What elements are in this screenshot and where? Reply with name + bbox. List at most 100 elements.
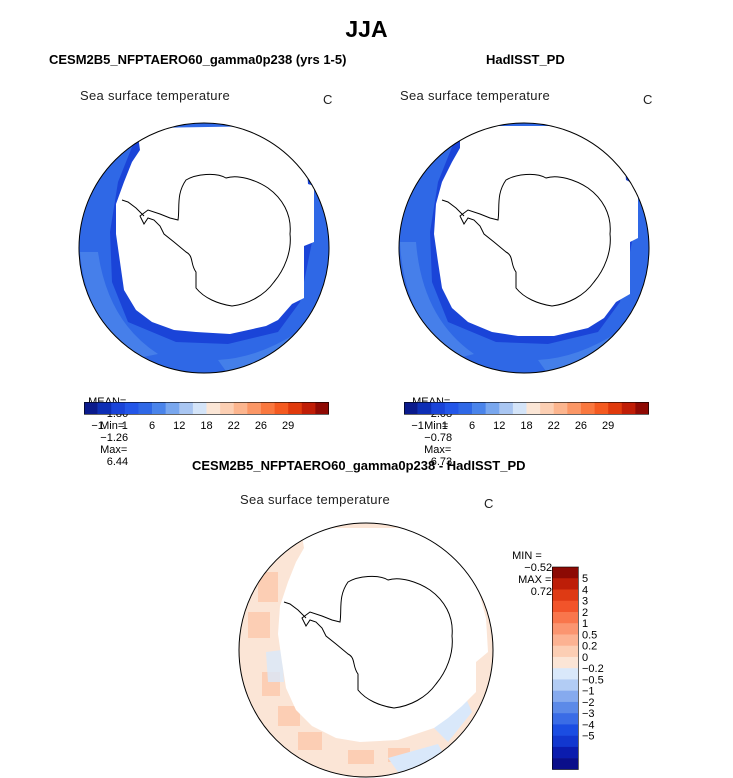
- panel-1-colorbar-tick-label: 6: [149, 420, 155, 432]
- panel-3-colorbar-bin: [552, 724, 578, 736]
- panel-2-colorbar-bin: [458, 402, 473, 414]
- panel-3-colorbar-frame: [552, 566, 579, 770]
- panel-2-colorbar-bin: [512, 402, 527, 414]
- panel-3-min-value: −0.52: [524, 562, 553, 574]
- panel-2-warm-band: [400, 242, 474, 358]
- panel-3-colorbar-tick-label: 1: [582, 618, 588, 630]
- panel-3-max-value: 0.72: [530, 586, 553, 598]
- panel-3-min-label: MIN =: [512, 550, 542, 562]
- panel-3-title: CESM2B5_NFPTAERO60_gamma0p238 - HadISST_…: [192, 458, 526, 473]
- panel-1-colorbar-bin: [233, 402, 248, 414]
- panel-3-colorbar-bin: [552, 701, 578, 714]
- panel-1-colorbar-bin: [97, 402, 112, 414]
- panel-2-warm-band-south: [538, 322, 638, 373]
- panel-2-max-label: Max=: [424, 444, 452, 456]
- panel-3-colorbar-bin: [552, 600, 578, 613]
- panel-2-colorbar-tick-label: 26: [575, 420, 587, 432]
- panel-1-variable-label: Sea surface temperature: [80, 88, 230, 103]
- panel-1-colorbar-bin: [315, 402, 329, 414]
- panel-1-colorbar-tick-label: 29: [282, 420, 294, 432]
- panel-3-colorbar-bin: [552, 578, 578, 590]
- panel-3-colorbar-bin: [552, 735, 578, 748]
- panel-2-colorbar-bin: [444, 402, 459, 414]
- panel-2-colorbar-bin: [580, 402, 595, 414]
- panel-2-colorbar-tick-label: 12: [493, 420, 505, 432]
- panel-2-colorbar-frame: [404, 402, 649, 415]
- panel-2-colorbar-bin: [404, 402, 418, 414]
- panel-3-colorbar-tick-label: 0.5: [582, 629, 597, 641]
- panel-3-colorbar-bin: [552, 567, 578, 579]
- panel-1-max-label: Max=: [100, 444, 128, 456]
- panel-2-colorbar-bin: [499, 402, 514, 414]
- panel-3-positive-patch: [348, 750, 374, 764]
- panel-1-colorbar-bin: [152, 402, 166, 414]
- panel-3-colorbar-bin: [552, 623, 578, 635]
- panel-3-stats: MIN = −0.52 MAX = 0.72: [506, 538, 552, 598]
- figure-title: JJA: [345, 16, 388, 42]
- panel-2-max-value: 6.73: [430, 456, 453, 468]
- panel-3-colorbar-bin: [552, 758, 578, 770]
- panel-3-colorbar-tick-label: −1: [582, 686, 595, 698]
- panel-1-title: CESM2B5_NFPTAERO60_gamma0p238 (yrs 1-5): [49, 52, 347, 67]
- panel-3-colorbar-tick-label: −2: [582, 697, 595, 709]
- panel-3-colorbar-tick-label: −5: [582, 731, 595, 743]
- panel-3-colorbar-bin: [552, 690, 578, 703]
- panel-1-colorbar-tick-label: −1: [91, 420, 104, 432]
- panel-3-colorbar-tick-label: 2: [582, 607, 588, 619]
- panel-3-colorbar-tick-label: −3: [582, 708, 595, 720]
- panel-2-colorbar-bin: [485, 402, 500, 414]
- panel-2-polar-map: [398, 122, 650, 374]
- panel-2-antarctica-coastline: [459, 173, 611, 307]
- panel-2-colorbar-tick-label: 1: [442, 420, 448, 432]
- panel-3-colorbar-bin: [552, 656, 578, 669]
- panel-3-colorbar-tick-label: 0: [582, 652, 588, 664]
- panel-2-peninsula-coastline: [441, 199, 465, 217]
- panel-2-colorbar-bin: [608, 402, 623, 414]
- panel-2-colorbar-bin: [621, 402, 636, 414]
- panel-1-colorbar-bin: [84, 402, 98, 414]
- panel-1-colorbar-frame: [84, 402, 329, 415]
- panel-2-colorbar-bin: [553, 402, 568, 414]
- panel-3-colorbar-bin: [552, 645, 578, 658]
- panel-1-polar-map: [78, 122, 330, 374]
- panel-3-max-label: MAX =: [518, 574, 552, 586]
- panel-1-warm-band-south: [218, 322, 318, 373]
- panel-2-colorbar-tick-label: 22: [548, 420, 560, 432]
- panel-3-colorbar-bin: [552, 679, 578, 691]
- panel-1-colorbar-bin: [274, 402, 289, 414]
- panel-2-colorbar-bin: [526, 402, 541, 414]
- panel-3-variable-label: Sea surface temperature: [240, 492, 390, 507]
- panel-2-units-label: C: [643, 92, 653, 107]
- panel-3-colorbar-bin: [552, 713, 578, 725]
- panel-3-antarctica-coastline: [301, 575, 453, 709]
- panel-1-max-value: 6.44: [106, 456, 129, 468]
- panel-2-colorbar-tick-label: 6: [469, 420, 475, 432]
- panel-2-variable-label: Sea surface temperature: [400, 88, 550, 103]
- panel-1-colorbar-bin: [220, 402, 235, 414]
- panel-1-colorbar-bin: [247, 402, 262, 414]
- panel-2-colorbar: −1 1 6 12 18 22 26 29: [404, 402, 649, 432]
- panel-3-colorbar-tick-label: 4: [582, 584, 588, 596]
- panel-1-colorbar-bin: [124, 402, 139, 414]
- panel-2-map-border: [398, 122, 650, 374]
- panel-1-colorbar-bin: [301, 402, 316, 414]
- panel-3-units-label: C: [484, 496, 494, 511]
- panel-1-colorbar-tick-label: 22: [228, 420, 240, 432]
- panel-3-positive-patch: [278, 706, 300, 726]
- panel-3-colorbar-tick-label: 5: [582, 573, 588, 585]
- panel-1-colorbar: −1 1 6 12 18 22 26 29: [84, 402, 329, 432]
- panel-3-colorbar-tick-label: −4: [582, 719, 595, 731]
- panel-2-colorbar-bin: [635, 402, 649, 414]
- panel-3-colorbar-tick-label: −0.5: [582, 674, 604, 686]
- panel-3-positive-patch: [298, 732, 322, 750]
- panel-1-map-border: [78, 122, 330, 374]
- panel-1-colorbar-tick-label: 12: [173, 420, 185, 432]
- panel-3-positive-patch: [248, 612, 270, 638]
- panel-2-colorbar-bin: [472, 402, 486, 414]
- panel-2-colorbar-bin: [417, 402, 432, 414]
- panel-1-antarctica-coastline: [139, 173, 291, 307]
- panel-1-colorbar-bin: [192, 402, 207, 414]
- panel-1-units-label: C: [323, 92, 333, 107]
- panel-3-colorbar-bin: [552, 634, 578, 647]
